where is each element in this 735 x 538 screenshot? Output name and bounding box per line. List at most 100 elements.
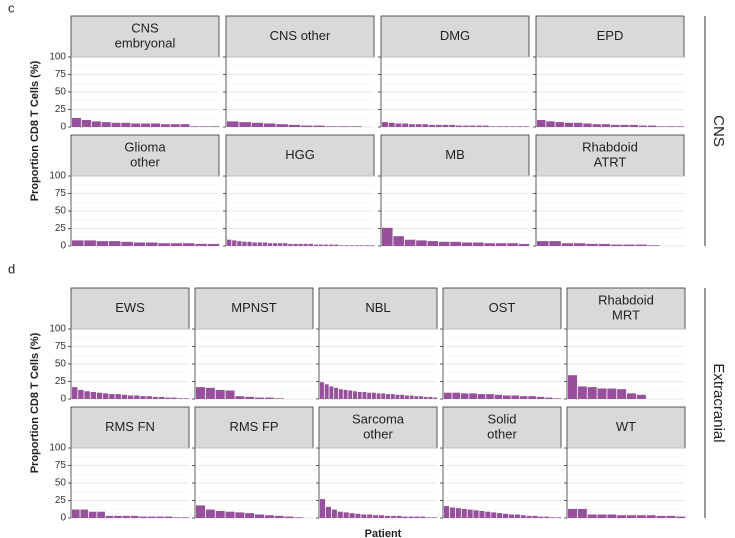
bar (72, 509, 80, 518)
bar (438, 241, 450, 246)
bar (150, 123, 160, 127)
bar (255, 514, 265, 518)
bar (334, 244, 339, 246)
bar (587, 514, 597, 518)
bar (359, 245, 364, 246)
bar (283, 243, 288, 246)
bar (205, 387, 215, 399)
facet-title: MRT (612, 307, 640, 322)
bar (587, 387, 597, 399)
facet-title: ATRT (594, 154, 627, 169)
bar (205, 509, 215, 518)
facet-strip (566, 287, 686, 330)
bar (111, 122, 121, 127)
bar (127, 395, 134, 399)
bar (245, 513, 255, 518)
bar (666, 126, 675, 127)
bar (537, 241, 549, 246)
facet-title: NBL (365, 300, 390, 315)
facet-strip (566, 406, 686, 449)
bar (495, 243, 507, 246)
facet-title: WT (616, 419, 636, 434)
bar (324, 384, 329, 399)
bar (227, 121, 239, 127)
bar (549, 241, 561, 246)
bar (72, 117, 82, 127)
bar (469, 125, 476, 127)
bar (255, 397, 265, 399)
facet-title: other (130, 154, 160, 169)
bar (195, 243, 207, 246)
y-tick-label: 75 (55, 188, 67, 199)
bar (675, 126, 685, 127)
facet-title: EPD (597, 28, 624, 43)
bar (408, 516, 414, 518)
bar (103, 393, 109, 399)
bar (404, 239, 416, 246)
facet-title: Glioma (124, 139, 166, 154)
bar (648, 125, 657, 127)
bar (561, 243, 574, 246)
bar (121, 241, 133, 246)
bar (247, 241, 252, 246)
bar (586, 243, 598, 246)
bar (343, 389, 348, 399)
bar (177, 398, 183, 399)
facet-strip (380, 134, 530, 177)
bar (242, 241, 247, 246)
bar (78, 389, 84, 399)
bar (338, 389, 343, 399)
bar (339, 245, 344, 246)
bar (131, 515, 139, 518)
bar (508, 514, 514, 518)
bar (329, 244, 334, 246)
bar (181, 517, 190, 518)
bar (367, 514, 373, 518)
bar (349, 513, 355, 518)
bar (435, 124, 442, 127)
bar (503, 126, 510, 127)
bar (503, 395, 511, 399)
bar (353, 391, 357, 399)
bar (371, 392, 376, 399)
bar (320, 499, 326, 518)
bar (140, 396, 146, 399)
bar (482, 125, 489, 127)
bar (170, 243, 183, 246)
bar (262, 242, 268, 246)
bar (84, 240, 96, 246)
bar (402, 516, 408, 518)
bar (264, 397, 274, 399)
y-axis-label: Proportion CD8 T Cells (%) (29, 332, 41, 473)
bar (105, 515, 114, 518)
bar (293, 243, 298, 246)
bar (607, 514, 617, 518)
bar (676, 516, 686, 518)
bar (420, 516, 426, 518)
bar (232, 240, 237, 246)
bar (426, 517, 432, 518)
bar (395, 123, 402, 127)
bar (313, 125, 325, 127)
bar (173, 517, 181, 518)
bar (519, 396, 528, 399)
bar (361, 514, 367, 518)
bar (313, 244, 319, 246)
bar (338, 126, 350, 127)
bar (528, 396, 536, 399)
bar (329, 386, 334, 399)
bar (491, 512, 497, 518)
bar (477, 394, 486, 399)
bar (469, 393, 477, 399)
bar (666, 515, 676, 518)
bar (207, 243, 220, 246)
bar (402, 123, 409, 127)
bar (350, 126, 362, 127)
facet-title: DMG (440, 28, 470, 43)
bar (607, 388, 617, 399)
bar (494, 394, 503, 399)
bar (404, 395, 409, 399)
bar (597, 514, 607, 518)
bar (109, 394, 115, 399)
